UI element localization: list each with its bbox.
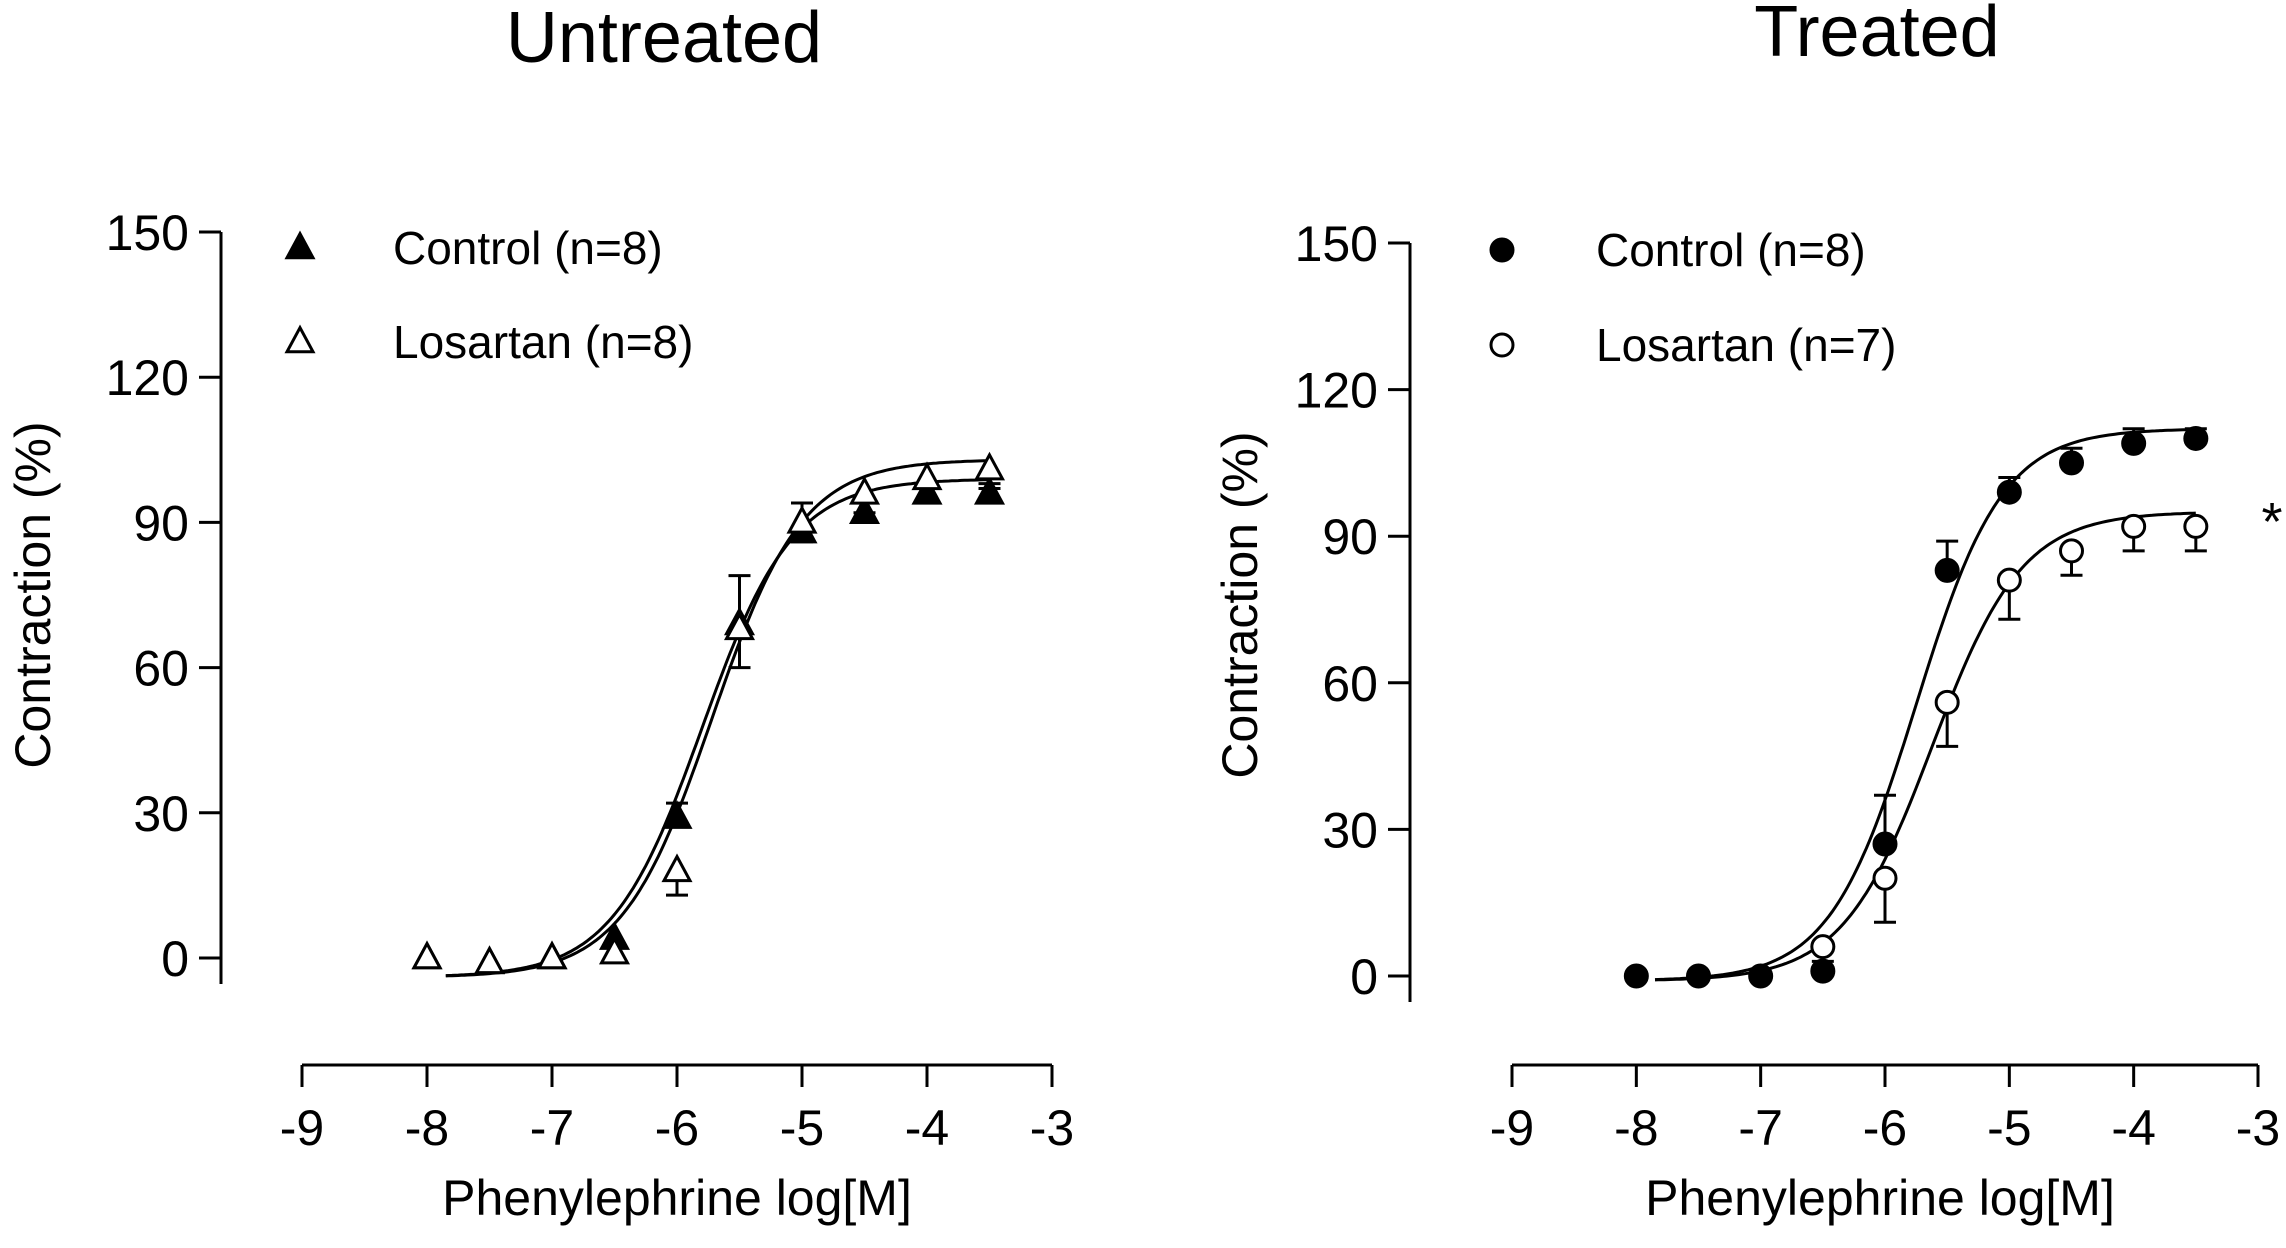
y-tick-label: 120 [106, 350, 189, 406]
data-point [1623, 963, 1649, 989]
y-tick-label: 150 [1295, 216, 1378, 272]
y-tick-label: 60 [133, 641, 189, 697]
fit-curve [445, 459, 990, 978]
x-tick-label: -6 [655, 1100, 699, 1156]
legend-marker [284, 230, 316, 260]
y-tick-label: 60 [1322, 656, 1378, 712]
x-tick-label: -5 [780, 1100, 824, 1156]
data-point [973, 475, 1006, 505]
data-point [1934, 557, 1960, 583]
data-point [473, 945, 506, 975]
fit-curve [1654, 511, 2196, 982]
legend-marker [1489, 332, 1515, 358]
x-tick-label: -4 [2111, 1100, 2155, 1156]
x-tick-label: -3 [1030, 1100, 1074, 1156]
x-tick-label: -3 [2236, 1100, 2280, 1156]
data-point [661, 853, 693, 883]
series-losartan [1654, 511, 2209, 982]
data-point [2183, 513, 2209, 539]
data-point [2121, 430, 2147, 456]
legend-label: Control (n=8) [393, 222, 663, 274]
data-point [1996, 567, 2022, 593]
data-point [411, 940, 443, 970]
data-point [2059, 538, 2084, 564]
x-tick-label: -7 [1738, 1100, 1782, 1156]
data-point [536, 940, 568, 970]
data-point [1996, 479, 2022, 505]
data-point [1810, 934, 1836, 960]
legend-label: Losartan (n=8) [393, 316, 693, 368]
y-tick-label: 0 [1350, 949, 1378, 1005]
significance-marker: * [2261, 492, 2282, 552]
legend-label: Control (n=8) [1596, 224, 1866, 276]
series-losartan [411, 451, 1006, 978]
data-point [723, 611, 756, 641]
x-axis-title: Phenylephrine log[M] [1645, 1170, 2115, 1226]
y-axis-title: Contraction (%) [5, 421, 61, 768]
y-axis-title: Contraction (%) [1212, 431, 1268, 778]
data-point [848, 475, 881, 505]
legend-marker [1489, 237, 1515, 263]
y-tick-label: 30 [1322, 802, 1378, 858]
chart-title: Untreated [506, 0, 822, 78]
series-control [1623, 425, 2209, 989]
legend-label: Losartan (n=7) [1596, 319, 1896, 371]
data-point [911, 461, 943, 491]
data-point [1872, 865, 1898, 891]
legend-marker [284, 324, 316, 354]
y-tick-label: 0 [161, 931, 189, 987]
y-tick-label: 150 [106, 205, 189, 261]
x-tick-label: -9 [280, 1100, 324, 1156]
x-tick-label: -7 [530, 1100, 574, 1156]
chart-panel-treated: Treated 0 30 60 90 120 150 Contraction (%) -9 -8 -… [1212, 0, 2283, 1226]
chart-panel-untreated: Untreated 0 30 60 90 120 150 Contraction (%) -9 -… [5, 0, 1074, 1226]
x-tick-label: -8 [1614, 1100, 1658, 1156]
data-point [2183, 425, 2209, 451]
y-tick-label: 90 [133, 495, 189, 551]
x-tick-label: -8 [405, 1100, 449, 1156]
x-tick-label: -4 [905, 1100, 949, 1156]
data-point [1934, 689, 1960, 715]
data-point [1810, 958, 1836, 984]
y-tick-label: 120 [1295, 363, 1378, 419]
fit-curve [1654, 428, 2196, 982]
y-tick-label: 90 [1322, 509, 1378, 565]
chart-title: Treated [1754, 0, 1999, 72]
data-point [1686, 963, 1711, 989]
x-tick-label: -5 [1987, 1100, 2031, 1156]
data-point [598, 935, 631, 965]
data-point [973, 451, 1006, 481]
x-axis-title: Phenylephrine log[M] [442, 1170, 912, 1226]
x-tick-label: -6 [1863, 1100, 1907, 1156]
data-point [2121, 513, 2147, 539]
fit-curve [445, 478, 990, 978]
x-tick-label: -9 [1490, 1100, 1534, 1156]
y-tick-label: 30 [133, 786, 189, 842]
data-point [2059, 450, 2084, 476]
data-point [786, 504, 818, 534]
